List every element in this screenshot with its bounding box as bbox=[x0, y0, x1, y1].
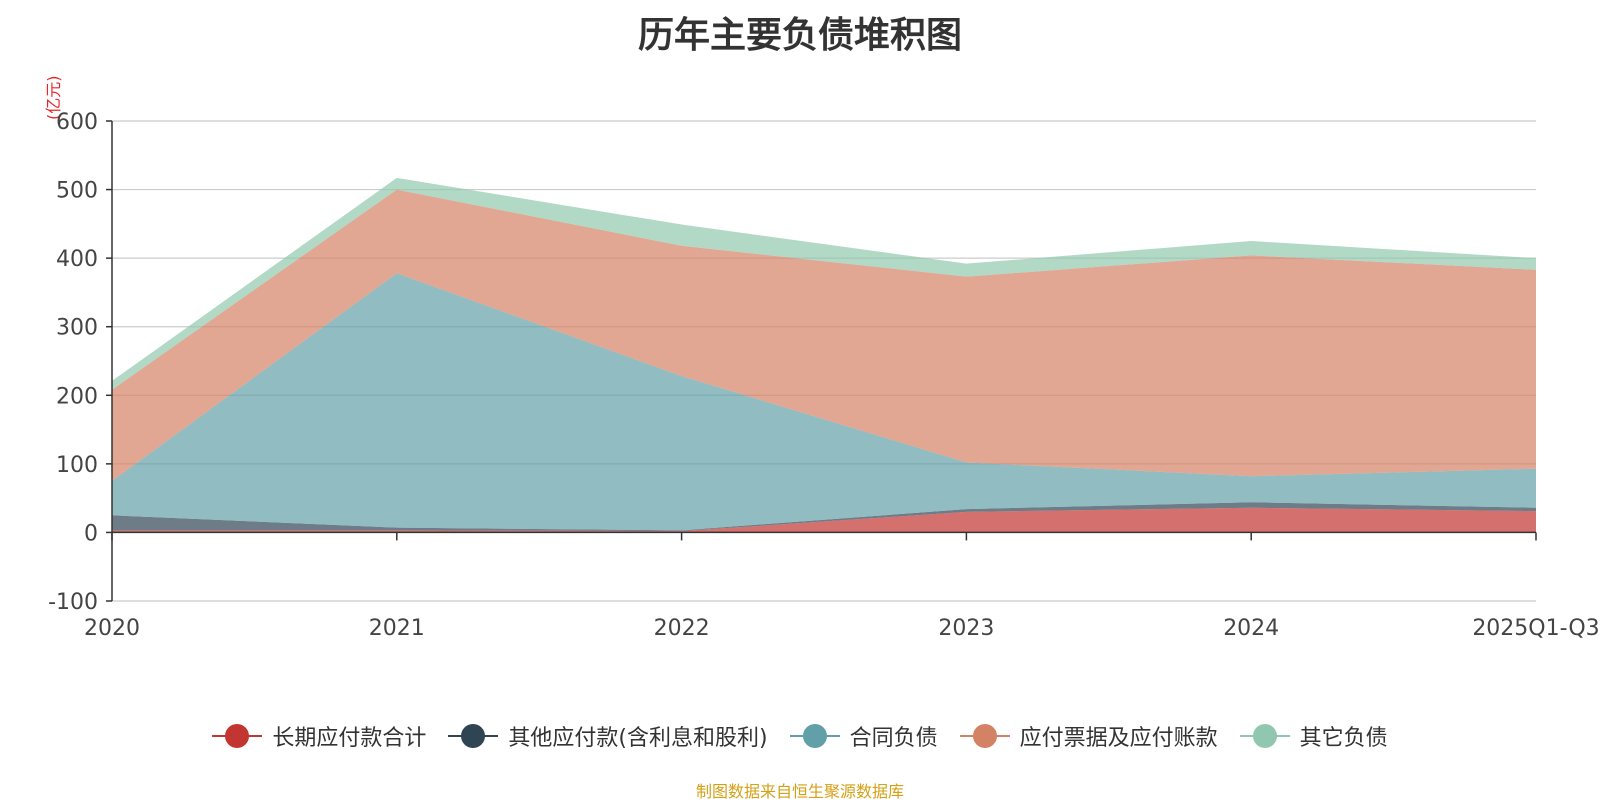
series-area-1 bbox=[112, 507, 1536, 533]
legend-label: 长期应付款合计 bbox=[272, 726, 427, 751]
data-point-s5-3 bbox=[964, 262, 968, 266]
data-point-s5-4 bbox=[1249, 239, 1253, 243]
legend-marker-icon bbox=[789, 724, 840, 748]
x-tick-label: 2023 bbox=[938, 616, 994, 641]
legend-item-2[interactable]: 其他应付款(含利息和股利) bbox=[448, 720, 768, 752]
legend-item-3[interactable]: 合同负债 bbox=[789, 720, 938, 752]
legend: 长期应付款合计 其他应付款(含利息和股利) 合同负债 应付票据及应付账款 其它负债 bbox=[0, 716, 1600, 756]
y-tick-label: 300 bbox=[56, 316, 98, 341]
plot-area: -100 0 100 200 300 400 500 600 2020 2021 2022 2023 2… bbox=[48, 110, 1600, 641]
x-tick-label: 2025Q1-Q3 bbox=[1472, 616, 1599, 641]
x-tick-label: 2021 bbox=[369, 616, 425, 641]
axis-layer: -100 0 100 200 300 400 500 600 2020 2021 2022 2023 2… bbox=[48, 110, 1600, 641]
area-layer bbox=[112, 176, 1538, 533]
legend-marker-icon bbox=[448, 724, 499, 748]
source-note: 制图数据来自恒生聚源数据库 bbox=[695, 782, 904, 801]
data-point-s5-5 bbox=[1534, 256, 1538, 260]
y-tick-label: 500 bbox=[56, 179, 98, 204]
y-tick-label: 0 bbox=[84, 521, 98, 546]
series-area-2 bbox=[112, 502, 1536, 532]
legend-item-1[interactable]: 长期应付款合计 bbox=[212, 720, 426, 752]
x-tick-label: 2020 bbox=[84, 616, 140, 641]
y-tick-label: 100 bbox=[56, 453, 98, 478]
legend-marker-icon bbox=[959, 724, 1010, 748]
x-tick-label: 2024 bbox=[1223, 616, 1279, 641]
series-area-3 bbox=[112, 273, 1536, 531]
legend-label: 其他应付款(含利息和股利) bbox=[508, 726, 768, 751]
legend-label: 合同负债 bbox=[849, 726, 938, 751]
y-tick-label: -100 bbox=[48, 590, 98, 615]
y-tick-label: 200 bbox=[56, 384, 98, 409]
legend-item-4[interactable]: 应付票据及应付账款 bbox=[959, 720, 1218, 752]
legend-marker-icon bbox=[212, 724, 263, 748]
x-tick-label: 2022 bbox=[654, 616, 710, 641]
legend-label: 其它负债 bbox=[1299, 726, 1388, 751]
legend-label: 应付票据及应付账款 bbox=[1019, 726, 1218, 751]
y-tick-label: 600 bbox=[56, 110, 98, 135]
legend-item-5[interactable]: 其它负债 bbox=[1239, 720, 1388, 752]
series-area-4 bbox=[112, 189, 1536, 481]
chart-title: 历年主要负债堆积图 bbox=[637, 15, 962, 56]
y-tick-label: 400 bbox=[56, 247, 98, 272]
data-point-s5-1 bbox=[395, 176, 399, 180]
legend-marker-icon bbox=[1239, 724, 1290, 748]
data-point-s5-2 bbox=[680, 223, 684, 227]
